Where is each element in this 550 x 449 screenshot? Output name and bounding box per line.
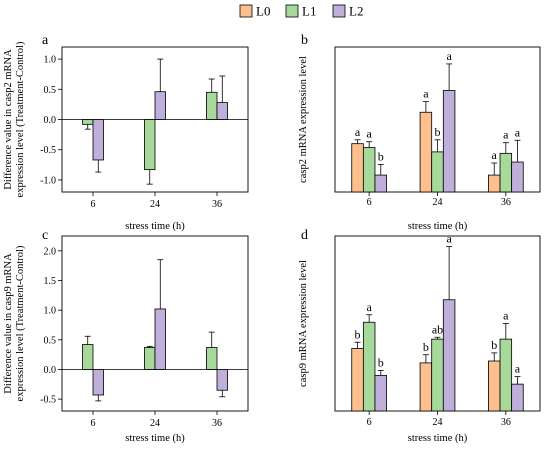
legend-label-l0: L0 [256, 4, 270, 19]
x-axis-label: stress time (h) [408, 221, 468, 232]
x-axis-label: stress time (h) [125, 221, 185, 232]
bar-l0-24 [419, 362, 433, 412]
bar-l2-36 [511, 383, 524, 412]
x-tick-label: 24 [150, 418, 160, 429]
y-tick-label: 0.0 [44, 365, 57, 376]
panel-d: casp9 mRNA expression level6bab24baba36b… [298, 228, 541, 444]
significance-letter: a [367, 300, 373, 314]
y-tick-label: 1.0 [44, 55, 57, 66]
significance-letter: a [355, 125, 361, 139]
panel-a: -1.0 -0.5 0.0 0.5 1.0 Difference value in cas… [3, 33, 249, 232]
x-tick-label: 6 [91, 418, 96, 429]
bar-l2-24 [442, 299, 456, 412]
significance-letter: a [446, 49, 452, 63]
y-axis-label: Difference value in casp2 mRNA [3, 49, 14, 190]
bar-l0-36 [488, 174, 501, 193]
panel-label: d [301, 228, 308, 243]
bar-l2-6 [92, 369, 104, 396]
bar-l1-36 [499, 338, 513, 412]
significance-letter: a [515, 362, 521, 376]
bar-l0-36 [488, 360, 501, 412]
significance-letter: a [492, 148, 498, 162]
legend-label-l1: L1 [302, 4, 316, 19]
bar-l1-6 [362, 147, 376, 193]
y-tick-label: -0.5 [40, 145, 56, 156]
y-axis-label: expression level (Treatment-Control) [15, 245, 26, 401]
x-tick-label: 36 [501, 197, 511, 208]
y-tick-label: -0.5 [40, 395, 56, 406]
x-tick-label: 6 [91, 199, 96, 210]
y-tick-label: -1.0 [40, 175, 56, 186]
significance-letter: b [378, 149, 384, 163]
y-tick-label: 0.5 [44, 85, 57, 96]
legend-label-l2: L2 [349, 4, 363, 19]
bar-l1-36 [206, 91, 218, 120]
panel-c: -0.5 0.0 0.5 1.0 1.5 2.0 Difference value in c… [3, 228, 249, 444]
bar-l1-6 [362, 321, 376, 412]
significance-letter: b [435, 125, 441, 139]
bar-l1-24 [144, 119, 156, 171]
bar-l2-36 [216, 102, 228, 120]
significance-letter: b [423, 340, 429, 354]
y-axis-label: casp9 mRNA expression level [298, 260, 309, 387]
x-tick-label: 6 [367, 197, 372, 208]
legend-swatch-l1 [285, 4, 299, 18]
legend: L0 L1 L2 [239, 4, 363, 19]
y-axis-label: casp2 mRNA expression level [298, 56, 309, 183]
bar-l1-36 [206, 347, 218, 370]
y-tick-label: 0.5 [44, 335, 57, 346]
bar-l2-6 [374, 174, 387, 193]
bar-l2-24 [154, 308, 166, 370]
y-axis-label: Difference value in casp9 mRNA [3, 253, 14, 394]
significance-letter: a [446, 232, 452, 246]
significance-letter: ab [432, 322, 443, 336]
significance-letter: b [355, 327, 361, 341]
significance-letter: a [503, 128, 509, 142]
bar-l1-24 [431, 338, 444, 412]
x-tick-label: 24 [433, 197, 443, 208]
y-axis-label: expression level (Treatment-Control) [15, 41, 26, 197]
x-axis-label: stress time (h) [125, 433, 185, 444]
y-tick-label: 1.5 [44, 276, 57, 287]
bar-l1-36 [499, 152, 513, 193]
bar-l1-24 [144, 347, 156, 370]
panels: -1.0 -0.5 0.0 0.5 1.0 Difference value in cas… [3, 33, 541, 444]
x-tick-label: 6 [367, 417, 372, 428]
x-tick-label: 24 [150, 199, 160, 210]
significance-letter: a [515, 125, 521, 139]
bar-l1-24 [431, 151, 444, 193]
bar-l0-6 [351, 143, 364, 193]
panel-label: c [42, 228, 48, 243]
bar-l0-6 [351, 348, 364, 412]
significance-letter: a [503, 309, 509, 323]
x-tick-label: 36 [212, 199, 222, 210]
bar-l1-6 [82, 344, 94, 370]
y-tick-label: 0.0 [44, 115, 57, 126]
x-axis-label: stress time (h) [408, 433, 468, 444]
bar-l2-6 [92, 119, 104, 161]
bar-l2-24 [442, 90, 456, 193]
bar-l2-6 [374, 374, 387, 412]
significance-letter: b [378, 355, 384, 369]
bar-l2-36 [511, 161, 524, 193]
bar-l0-24 [419, 111, 433, 193]
significance-letter: a [423, 87, 429, 101]
y-tick-label: 1.0 [44, 306, 57, 317]
significance-letter: a [367, 127, 373, 141]
x-tick-label: 24 [433, 417, 443, 428]
panel-label: a [42, 33, 49, 48]
panel-label: b [301, 33, 308, 48]
bar-l2-36 [216, 369, 228, 391]
legend-swatch-l0 [239, 4, 253, 18]
legend-swatch-l2 [332, 4, 346, 18]
x-tick-label: 36 [212, 418, 222, 429]
bar-l2-24 [154, 91, 166, 120]
significance-letter: b [491, 338, 497, 352]
x-tick-label: 36 [501, 417, 511, 428]
y-tick-label: 2.0 [44, 246, 57, 257]
bar-l1-6 [82, 119, 94, 125]
